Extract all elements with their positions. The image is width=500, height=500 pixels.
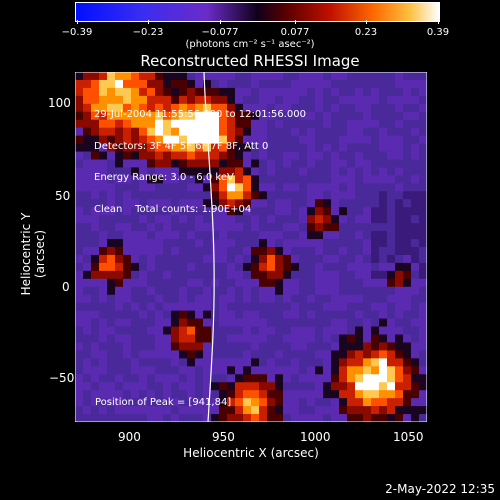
colorbar-tick-mark bbox=[77, 20, 78, 24]
info-line: 29-Jul-2004 11:55:56.000 to 12:01:56.000 bbox=[94, 109, 306, 120]
y-tick-label: 100 bbox=[48, 96, 71, 110]
plot-title: Reconstructed RHESSI Image bbox=[140, 52, 360, 70]
colorbar-tick-label: 0.39 bbox=[426, 27, 450, 38]
colorbar-tick-label: −0.39 bbox=[61, 27, 93, 38]
rhessi-image bbox=[75, 72, 427, 422]
colorbar-tick-mark bbox=[366, 20, 367, 24]
observation-info: 29-Jul-2004 11:55:56.000 to 12:01:56.000… bbox=[94, 89, 306, 226]
info-line: Energy Range: 3.0 - 6.0 keV bbox=[94, 172, 234, 183]
colorbar-tick-label: −0.077 bbox=[201, 27, 239, 38]
y-tick-label: 0 bbox=[62, 280, 70, 294]
x-tick-label: 950 bbox=[212, 430, 235, 444]
x-axis-label: Heliocentric X (arcsec) bbox=[183, 446, 319, 460]
x-tick-label: 1050 bbox=[393, 430, 424, 444]
colorbar-tick-mark bbox=[148, 20, 149, 24]
y-axis-label: Heliocentric Y (arcsec) bbox=[19, 212, 47, 296]
y-tick-label: 50 bbox=[55, 189, 71, 203]
colorbar-tick-mark bbox=[438, 20, 439, 24]
solar-limb-line bbox=[203, 72, 215, 422]
peak-position-label: Position of Peak = [941,84] bbox=[95, 397, 232, 408]
y-tick-label: −50 bbox=[49, 371, 75, 385]
colorbar-tick-label: 0.077 bbox=[280, 27, 310, 38]
colorbar-tick-label: 0.23 bbox=[354, 27, 378, 38]
x-tick-label: 1000 bbox=[300, 430, 331, 444]
colorbar-units: (photons cm⁻² s⁻¹ asec⁻²) bbox=[185, 39, 315, 50]
info-line: Detectors: 3F 4F 5F 6F 7F 8F, Att 0 bbox=[94, 140, 269, 152]
colorbar-tick-mark bbox=[295, 20, 296, 24]
colorbar bbox=[75, 2, 440, 22]
colorbar-tick-mark bbox=[220, 20, 221, 24]
colorbar-tick-label: −0.23 bbox=[132, 27, 164, 38]
timestamp: 2-May-2022 12:35 bbox=[385, 482, 495, 496]
image-pixel-grid bbox=[75, 72, 427, 422]
x-tick-label: 900 bbox=[118, 430, 141, 444]
info-line: Clean Total counts: 1.90E+04 bbox=[94, 203, 252, 215]
